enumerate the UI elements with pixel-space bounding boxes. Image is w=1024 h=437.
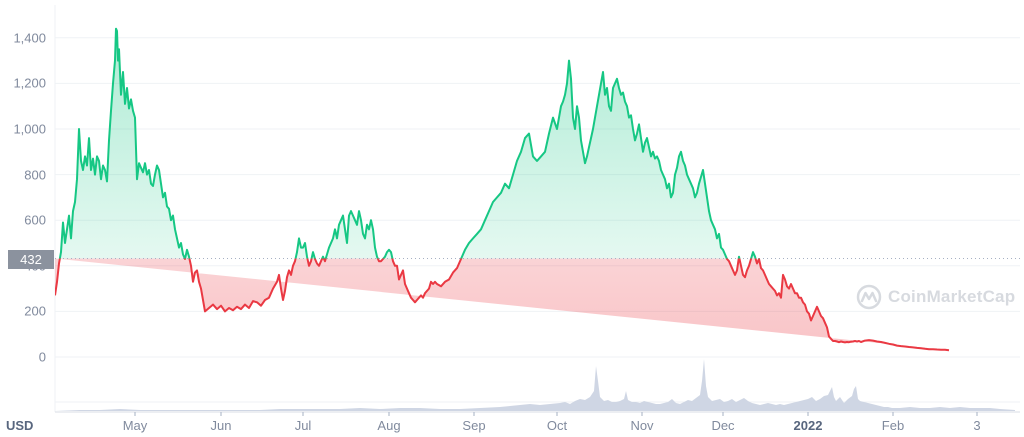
x-tick-label: Nov — [630, 418, 654, 433]
y-tick-label: 200 — [24, 303, 46, 319]
y-tick-label: 800 — [24, 167, 46, 183]
x-tick-label: 2022 — [793, 418, 823, 433]
x-tick-label: 3 — [973, 418, 981, 433]
coinmarketcap-logo-icon — [856, 284, 882, 310]
price-line[interactable] — [55, 27, 950, 352]
x-tick-label: Jul — [294, 418, 312, 433]
x-tick-label: Sep — [462, 418, 486, 433]
x-axis-ticks — [134, 412, 978, 416]
watermark-text: CoinMarketCap — [888, 287, 1016, 306]
x-tick-label: Jun — [210, 418, 232, 433]
y-tick-label: 1,400 — [13, 30, 46, 46]
y-tick-label: 1,200 — [13, 75, 46, 91]
currency-label: USD — [6, 418, 34, 433]
x-tick-label: Oct — [546, 418, 568, 433]
y-tick-label: 0 — [38, 349, 46, 365]
coinmarketcap-watermark: CoinMarketCap — [856, 284, 1015, 310]
x-tick-label: Aug — [377, 418, 401, 433]
y-tick-label: 1,000 — [13, 121, 46, 137]
x-tick-label: Dec — [711, 418, 735, 433]
current-price-badge: 432 — [8, 250, 54, 269]
x-tick-label: Feb — [881, 418, 905, 433]
y-tick-label: 600 — [24, 212, 46, 228]
x-tick-label: May — [122, 418, 148, 433]
price-fill-area — [55, 28, 949, 351]
volume-area — [55, 359, 1015, 411]
